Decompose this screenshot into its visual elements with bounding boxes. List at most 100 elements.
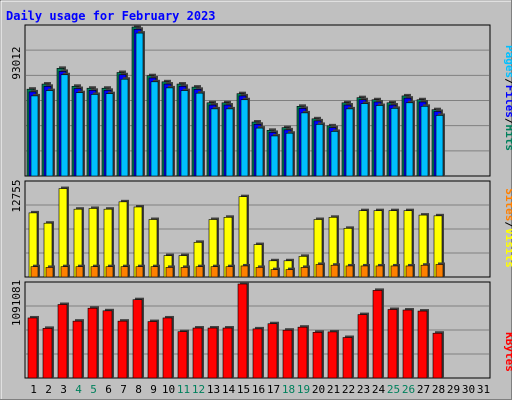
legend-pages: Pages <box>503 45 512 78</box>
bar-kbytes-day-5 <box>87 307 98 379</box>
day-label-28: 28 <box>432 383 445 396</box>
middle-panel-legend: Sites/Visits <box>503 188 512 268</box>
day-label-14: 14 <box>222 383 236 396</box>
bar-kbytes-day-11 <box>177 331 188 379</box>
bar-sites-day-25 <box>390 265 399 278</box>
legend-files: Files <box>503 85 512 118</box>
bar-sites-day-8 <box>135 266 144 278</box>
bar-kbytes-day-15 <box>237 283 248 379</box>
bar-sites-day-22 <box>345 265 354 278</box>
bar-kbytes-day-23 <box>357 314 368 379</box>
bar-sites-day-5 <box>90 266 99 278</box>
bar-sites-day-11 <box>180 267 189 278</box>
bar-kbytes-day-22 <box>342 337 353 379</box>
bar-pages-day-9 <box>150 81 159 177</box>
bar-pages-day-1 <box>30 95 39 177</box>
day-label-31: 31 <box>477 383 490 396</box>
bar-pages-day-3 <box>60 74 69 177</box>
top-panel-legend: Pages/Files/Hits <box>503 45 512 151</box>
bar-pages-day-21 <box>330 131 339 177</box>
day-label-11: 11 <box>177 383 190 396</box>
bar-kbytes-day-18 <box>282 329 293 379</box>
bar-pages-day-4 <box>75 92 84 177</box>
bar-pages-day-17 <box>270 135 279 177</box>
day-label-22: 22 <box>342 383 355 396</box>
bar-kbytes-day-24 <box>372 290 383 379</box>
visits-axis-max-label: 12755 <box>10 179 23 212</box>
bar-pages-day-8 <box>135 32 144 177</box>
bar-sites-day-6 <box>105 266 114 278</box>
bar-pages-day-5 <box>90 94 99 177</box>
bar-pages-day-7 <box>120 78 129 177</box>
bar-kbytes-day-19 <box>297 326 308 379</box>
bar-pages-day-11 <box>180 90 189 177</box>
day-label-3: 3 <box>60 383 67 396</box>
bar-sites-day-18 <box>285 269 294 278</box>
day-label-2: 2 <box>45 383 52 396</box>
bar-kbytes-day-6 <box>102 310 113 379</box>
bar-sites-day-15 <box>240 265 249 278</box>
bar-pages-day-27 <box>420 106 429 177</box>
bar-kbytes-day-17 <box>267 323 278 379</box>
bar-kbytes-day-26 <box>402 309 413 379</box>
bar-pages-day-10 <box>165 87 174 177</box>
bar-pages-day-22 <box>345 108 354 177</box>
bar-sites-day-19 <box>300 267 309 278</box>
day-label-5: 5 <box>90 383 97 396</box>
bar-pages-day-25 <box>390 108 399 177</box>
bar-kbytes-day-7 <box>117 320 128 379</box>
bar-kbytes-day-9 <box>147 321 158 379</box>
day-label-1: 1 <box>30 383 37 396</box>
day-label-9: 9 <box>150 383 157 396</box>
bar-sites-day-16 <box>255 267 264 278</box>
bar-sites-day-24 <box>375 265 384 278</box>
day-label-8: 8 <box>135 383 142 396</box>
day-label-4: 4 <box>75 383 82 396</box>
day-label-17: 17 <box>267 383 280 396</box>
bar-kbytes-day-10 <box>162 317 173 379</box>
day-label-13: 13 <box>207 383 220 396</box>
bar-pages-day-19 <box>300 112 309 177</box>
legend-sites: Sites <box>503 188 512 221</box>
day-label-10: 10 <box>162 383 175 396</box>
day-label-18: 18 <box>282 383 295 396</box>
bar-pages-day-16 <box>255 127 264 177</box>
bar-kbytes-day-13 <box>207 327 218 379</box>
bar-visits-day-3 <box>58 188 68 278</box>
legend-visits: Visits <box>503 228 512 268</box>
bar-pages-day-2 <box>45 90 54 177</box>
bar-kbytes-day-27 <box>417 310 428 379</box>
bar-sites-day-26 <box>405 265 414 278</box>
day-label-15: 15 <box>237 383 250 396</box>
bar-sites-day-3 <box>60 266 69 278</box>
bar-sites-day-1 <box>30 266 39 278</box>
bar-pages-day-24 <box>375 105 384 177</box>
bar-sites-day-2 <box>45 267 54 278</box>
bar-kbytes-day-28 <box>432 332 443 379</box>
day-label-24: 24 <box>372 383 386 396</box>
bar-pages-day-23 <box>360 103 369 177</box>
bar-sites-day-23 <box>360 265 369 278</box>
day-label-20: 20 <box>312 383 325 396</box>
legend-kbytes: KBytes <box>503 332 512 372</box>
day-label-6: 6 <box>105 383 112 396</box>
bar-sites-day-9 <box>150 266 159 278</box>
bar-sites-day-12 <box>195 266 204 278</box>
bar-pages-day-14 <box>225 108 234 177</box>
hits-axis-max-label: 93012 <box>10 46 23 79</box>
bar-sites-day-27 <box>420 264 429 278</box>
bar-sites-day-20 <box>315 264 324 278</box>
day-label-23: 23 <box>357 383 370 396</box>
bar-pages-day-18 <box>285 132 294 177</box>
day-label-21: 21 <box>327 383 340 396</box>
chart-title: Daily usage for February 2023 <box>6 9 216 23</box>
day-label-12: 12 <box>192 383 205 396</box>
bar-kbytes-day-12 <box>192 327 203 379</box>
bar-kbytes-day-1 <box>27 317 38 379</box>
bar-sites-day-21 <box>330 264 339 278</box>
kbytes-axis-max-label: 1091081 <box>10 280 23 326</box>
day-label-30: 30 <box>462 383 475 396</box>
bar-sites-day-28 <box>435 264 444 278</box>
bar-pages-day-12 <box>195 92 204 177</box>
